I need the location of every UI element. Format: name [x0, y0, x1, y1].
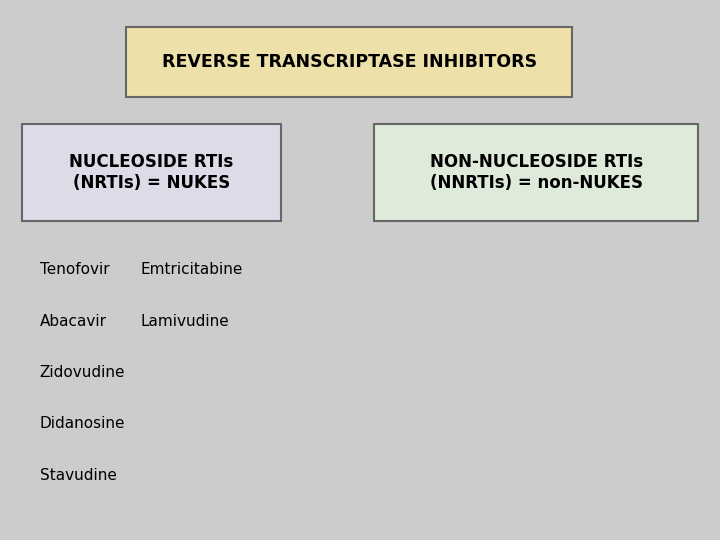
Text: Tenofovir: Tenofovir	[40, 262, 109, 278]
Text: REVERSE TRANSCRIPTASE INHIBITORS: REVERSE TRANSCRIPTASE INHIBITORS	[161, 53, 537, 71]
Text: Lamivudine: Lamivudine	[140, 314, 229, 329]
Text: Abacavir: Abacavir	[40, 314, 107, 329]
Text: NON-NUCLEOSIDE RTIs
(NNRTIs) = non-NUKES: NON-NUCLEOSIDE RTIs (NNRTIs) = non-NUKES	[430, 153, 643, 192]
Text: NUCLEOSIDE RTIs
(NRTIs) = NUKES: NUCLEOSIDE RTIs (NRTIs) = NUKES	[69, 153, 233, 192]
Text: Didanosine: Didanosine	[40, 416, 125, 431]
Text: Zidovudine: Zidovudine	[40, 365, 125, 380]
FancyBboxPatch shape	[126, 27, 572, 97]
FancyBboxPatch shape	[22, 124, 281, 221]
Text: Stavudine: Stavudine	[40, 468, 117, 483]
FancyBboxPatch shape	[374, 124, 698, 221]
Text: Emtricitabine: Emtricitabine	[140, 262, 243, 278]
